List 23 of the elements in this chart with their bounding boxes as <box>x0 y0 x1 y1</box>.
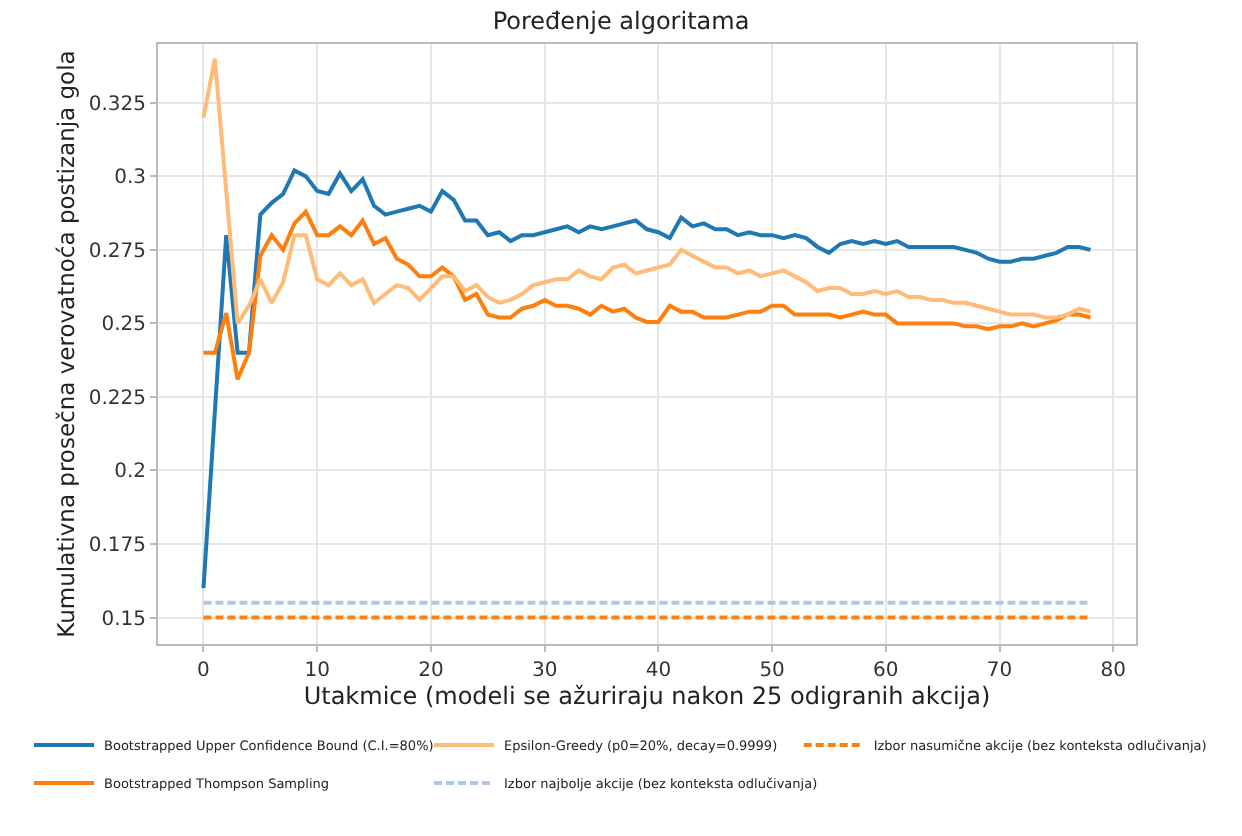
y-axis-title: Kumulativna prosečna verovatnoća postizanja gola <box>51 50 80 638</box>
x-tick-label: 20 <box>418 660 444 682</box>
line-series <box>201 168 1093 591</box>
x-tick-label: 70 <box>986 660 1013 682</box>
x-tick-label: 40 <box>645 660 672 682</box>
line-series <box>201 209 1093 382</box>
line-series <box>201 56 1093 326</box>
y-tick-label: 0.175 <box>88 535 146 557</box>
x-tick-label: 30 <box>531 660 558 682</box>
chart-title: Poređenje algoritama <box>492 7 750 36</box>
x-tick-label: 60 <box>873 660 899 682</box>
y-tick-label: 0.3 <box>114 167 146 190</box>
x-tick-label: 10 <box>304 660 330 682</box>
y-tick-label: 0.15 <box>101 608 146 631</box>
x-tick-label: 50 <box>759 660 785 682</box>
x-tick-label: 0 <box>197 660 210 682</box>
y-tick-label: 0.325 <box>88 93 146 116</box>
y-tick-label: 0.225 <box>88 387 146 410</box>
x-tick-label: 80 <box>1100 660 1126 682</box>
y-tick-label: 0.2 <box>114 461 146 484</box>
y-tick-label: 0.25 <box>101 314 146 337</box>
x-axis-title: Utakmice (modeli se ažuriraju nakon 25 odigranih akcija) <box>303 682 991 710</box>
y-tick-label: 0.275 <box>88 240 146 263</box>
